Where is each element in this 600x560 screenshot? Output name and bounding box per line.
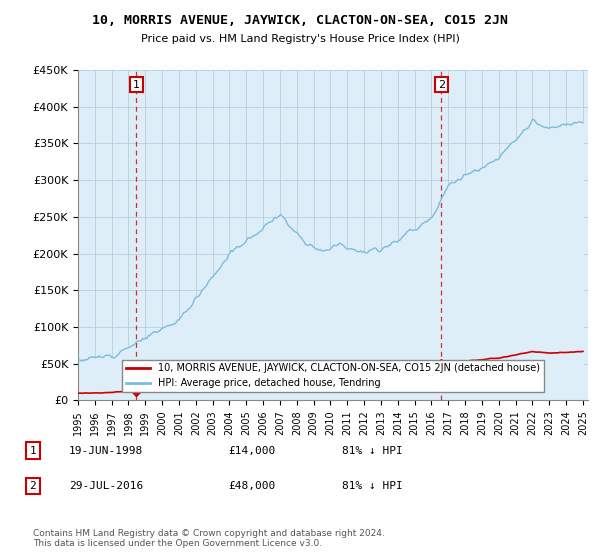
Text: 1: 1 — [29, 446, 37, 456]
Text: 10, MORRIS AVENUE, JAYWICK, CLACTON-ON-SEA, CO15 2JN: 10, MORRIS AVENUE, JAYWICK, CLACTON-ON-S… — [92, 14, 508, 27]
Text: Contains HM Land Registry data © Crown copyright and database right 2024.
This d: Contains HM Land Registry data © Crown c… — [33, 529, 385, 548]
Text: Price paid vs. HM Land Registry's House Price Index (HPI): Price paid vs. HM Land Registry's House … — [140, 34, 460, 44]
Legend: 10, MORRIS AVENUE, JAYWICK, CLACTON-ON-SEA, CO15 2JN (detached house), HPI: Aver: 10, MORRIS AVENUE, JAYWICK, CLACTON-ON-S… — [122, 360, 544, 392]
Text: 81% ↓ HPI: 81% ↓ HPI — [342, 446, 403, 456]
Text: 2: 2 — [29, 481, 37, 491]
Text: 19-JUN-1998: 19-JUN-1998 — [69, 446, 143, 456]
Text: 29-JUL-2016: 29-JUL-2016 — [69, 481, 143, 491]
Text: 1: 1 — [133, 80, 140, 90]
Text: 2: 2 — [437, 80, 445, 90]
Text: 81% ↓ HPI: 81% ↓ HPI — [342, 481, 403, 491]
Text: £14,000: £14,000 — [228, 446, 275, 456]
Text: £48,000: £48,000 — [228, 481, 275, 491]
